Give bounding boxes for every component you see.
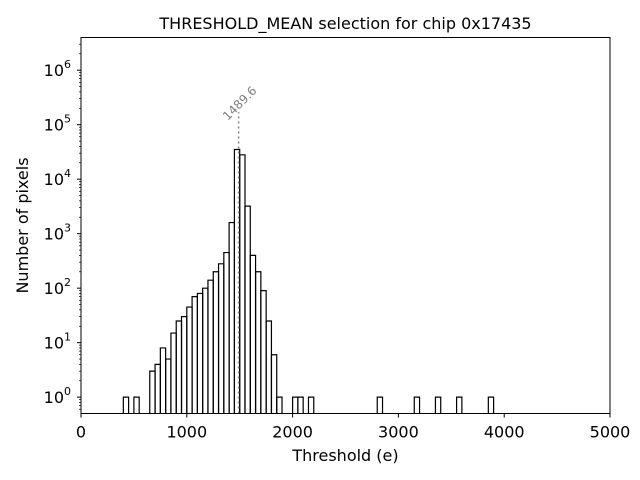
x-tick-label: 0	[76, 423, 86, 442]
histogram-bin	[297, 396, 304, 414]
histogram-bin	[239, 154, 246, 414]
x-axis-title: Threshold (e)	[291, 446, 398, 465]
histogram-bin	[175, 320, 183, 414]
x-tick-label: 2000	[272, 423, 313, 442]
histogram-bin	[223, 251, 230, 414]
chart-title: THRESHOLD_MEAN selection for chip 0x1743…	[158, 14, 531, 34]
histogram-bin	[154, 363, 161, 414]
histogram-bin	[217, 263, 225, 414]
plot-area: 1489.6	[122, 84, 495, 414]
x-tick-label: 5000	[590, 423, 631, 442]
histogram-bin	[180, 316, 188, 414]
histogram-bin	[376, 396, 384, 414]
histogram-bin	[307, 396, 315, 414]
histogram-bin	[149, 370, 156, 414]
histogram-bin	[260, 290, 267, 414]
histogram-bin	[249, 254, 257, 414]
histogram-bin	[455, 396, 463, 414]
histogram-bin	[133, 396, 140, 414]
y-tick-label: 106	[44, 58, 71, 80]
y-tick-label: 102	[44, 276, 71, 298]
histogram-bin	[434, 396, 442, 414]
x-tick-label: 3000	[378, 423, 419, 442]
y-tick-label: 101	[44, 331, 71, 353]
histogram-bin	[487, 396, 495, 414]
histogram-bin	[228, 221, 236, 414]
y-tick-label: 103	[44, 222, 71, 244]
histogram-bin	[186, 306, 193, 414]
histogram-bin	[254, 271, 262, 414]
histogram-bin	[244, 205, 251, 414]
y-axis: 100 101 102 103 104 105 106	[44, 43, 81, 410]
histogram-bin	[265, 320, 273, 414]
x-tick-label: 1000	[166, 423, 207, 442]
y-axis-title: Number of pixels	[13, 157, 32, 293]
histogram-bin	[170, 332, 177, 414]
y-tick-label: 105	[44, 113, 71, 135]
histogram-bin	[202, 287, 209, 414]
histogram-bin	[207, 279, 214, 414]
x-axis: 0 1000 2000 3000 4000 5000	[76, 413, 631, 442]
histogram-bin	[196, 292, 204, 414]
histogram-bin	[276, 396, 283, 414]
threshold-marker-label: 1489.6	[220, 84, 260, 124]
y-tick-label: 100	[44, 385, 71, 407]
histogram-bin	[122, 396, 130, 414]
y-tick-label: 104	[44, 167, 71, 189]
histogram-bin	[413, 396, 421, 414]
histogram-bin	[159, 347, 167, 414]
histogram-bin	[212, 271, 220, 414]
histogram-bin	[165, 358, 172, 414]
histogram-bin	[270, 354, 278, 414]
histogram-bin	[292, 396, 299, 414]
plot-frame	[80, 37, 611, 414]
x-tick-label: 4000	[484, 423, 525, 442]
histogram-bin	[191, 296, 198, 414]
